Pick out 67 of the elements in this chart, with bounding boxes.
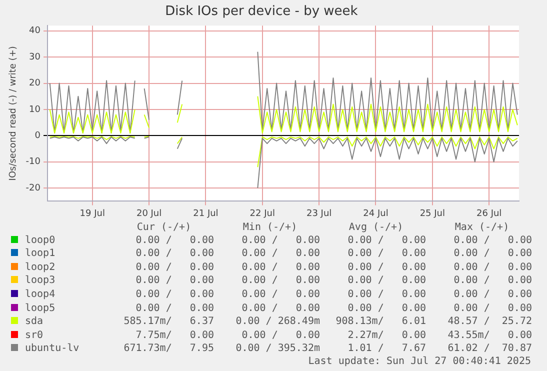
- legend-label: loop2: [24, 260, 56, 274]
- y-tick-label: 30: [29, 52, 41, 62]
- text: 0.00 / 0.00: [240, 288, 320, 302]
- text: 0.00 / 268.49m: [234, 315, 320, 329]
- text: 0.00 / 0.00: [134, 288, 214, 302]
- legend-label: loop0: [24, 234, 56, 248]
- text: Last update: Sun Jul 27 00:40:41 2025: [307, 356, 532, 368]
- text: 0.00 / 0.00: [452, 234, 532, 248]
- text: Max (-/+): [454, 222, 510, 234]
- x-tick-label: 24 Jul: [363, 208, 388, 219]
- text: 0.00 / 0.00: [452, 288, 532, 302]
- x-tick-label: 21 Jul: [193, 208, 218, 219]
- text: 61.02 / 70.87: [446, 342, 532, 356]
- legend-label: ubuntu-lv: [24, 342, 80, 356]
- y-tick-label: -10: [26, 157, 41, 168]
- text: 671.73m/ 7.95: [122, 342, 214, 356]
- x-tick-label: 22 Jul: [250, 208, 275, 219]
- text: 0.00 / 0.00: [240, 260, 320, 274]
- text: 0.00 / 0.00: [134, 247, 214, 261]
- y-tick-label: 0: [34, 131, 41, 142]
- text: 0.00 / 0.00: [240, 328, 320, 342]
- text: 0.00 / 0.00: [240, 274, 320, 288]
- text: 0.00 / 0.00: [346, 260, 426, 274]
- text: 0.00 / 0.00: [346, 274, 426, 288]
- text: 0.00 / 0.00: [452, 302, 532, 316]
- text: 7.75m/ 0.00: [134, 328, 214, 342]
- legend-label: loop5: [24, 302, 56, 316]
- text: 0.00 / 0.00: [134, 234, 214, 248]
- text: Cur (-/+): [136, 222, 192, 234]
- text: 43.55m/ 0.00: [446, 328, 532, 342]
- legend-label: loop1: [24, 247, 56, 261]
- text: 908.13m/ 6.01: [334, 315, 426, 329]
- x-tick-label: 26 Jul: [476, 208, 502, 219]
- text: 0.00 / 0.00: [346, 247, 426, 261]
- text: 0.00 / 395.32m: [234, 342, 320, 356]
- y-tick-label: -20: [26, 183, 41, 194]
- text: Avg (-/+): [348, 222, 404, 234]
- y-axis-title: IOs/second read (-) / write (+): [8, 46, 19, 181]
- x-tick-label: 19 Jul: [80, 208, 105, 219]
- text: 48.57 / 25.72: [446, 315, 532, 329]
- text: 0.00 / 0.00: [452, 247, 532, 261]
- text: 2.27m/ 0.00: [346, 328, 426, 342]
- text: 0.00 / 0.00: [452, 274, 532, 288]
- chart-title: Disk IOs per device - by week: [165, 4, 358, 20]
- text: 585.17m/ 6.37: [122, 315, 214, 329]
- text: 1.01 / 7.67: [346, 342, 426, 356]
- text: 0.00 / 0.00: [240, 234, 320, 248]
- text: 0.00 / 0.00: [346, 234, 426, 248]
- x-tick-label: 23 Jul: [306, 208, 332, 219]
- legend-label: loop4: [24, 288, 56, 302]
- text: 0.00 / 0.00: [134, 302, 214, 316]
- x-tick-label: 25 Jul: [420, 208, 445, 219]
- y-tick-label: 20: [29, 78, 41, 89]
- text: 0.00 / 0.00: [240, 247, 320, 261]
- y-tick-label: 40: [29, 26, 41, 36]
- text: 0.00 / 0.00: [452, 260, 532, 274]
- text: 0.00 / 0.00: [134, 260, 214, 274]
- text: 0.00 / 0.00: [134, 274, 214, 288]
- text: 0.00 / 0.00: [240, 302, 320, 316]
- text: 0.00 / 0.00: [346, 302, 426, 316]
- legend-label: loop3: [24, 274, 56, 288]
- y-tick-label: 10: [29, 104, 41, 115]
- legend-label: sda: [24, 315, 44, 329]
- text: 0.00 / 0.00: [346, 288, 426, 302]
- legend-label: sr0: [24, 328, 44, 342]
- text: Min (-/+): [242, 222, 298, 234]
- x-tick-label: 20 Jul: [136, 208, 162, 219]
